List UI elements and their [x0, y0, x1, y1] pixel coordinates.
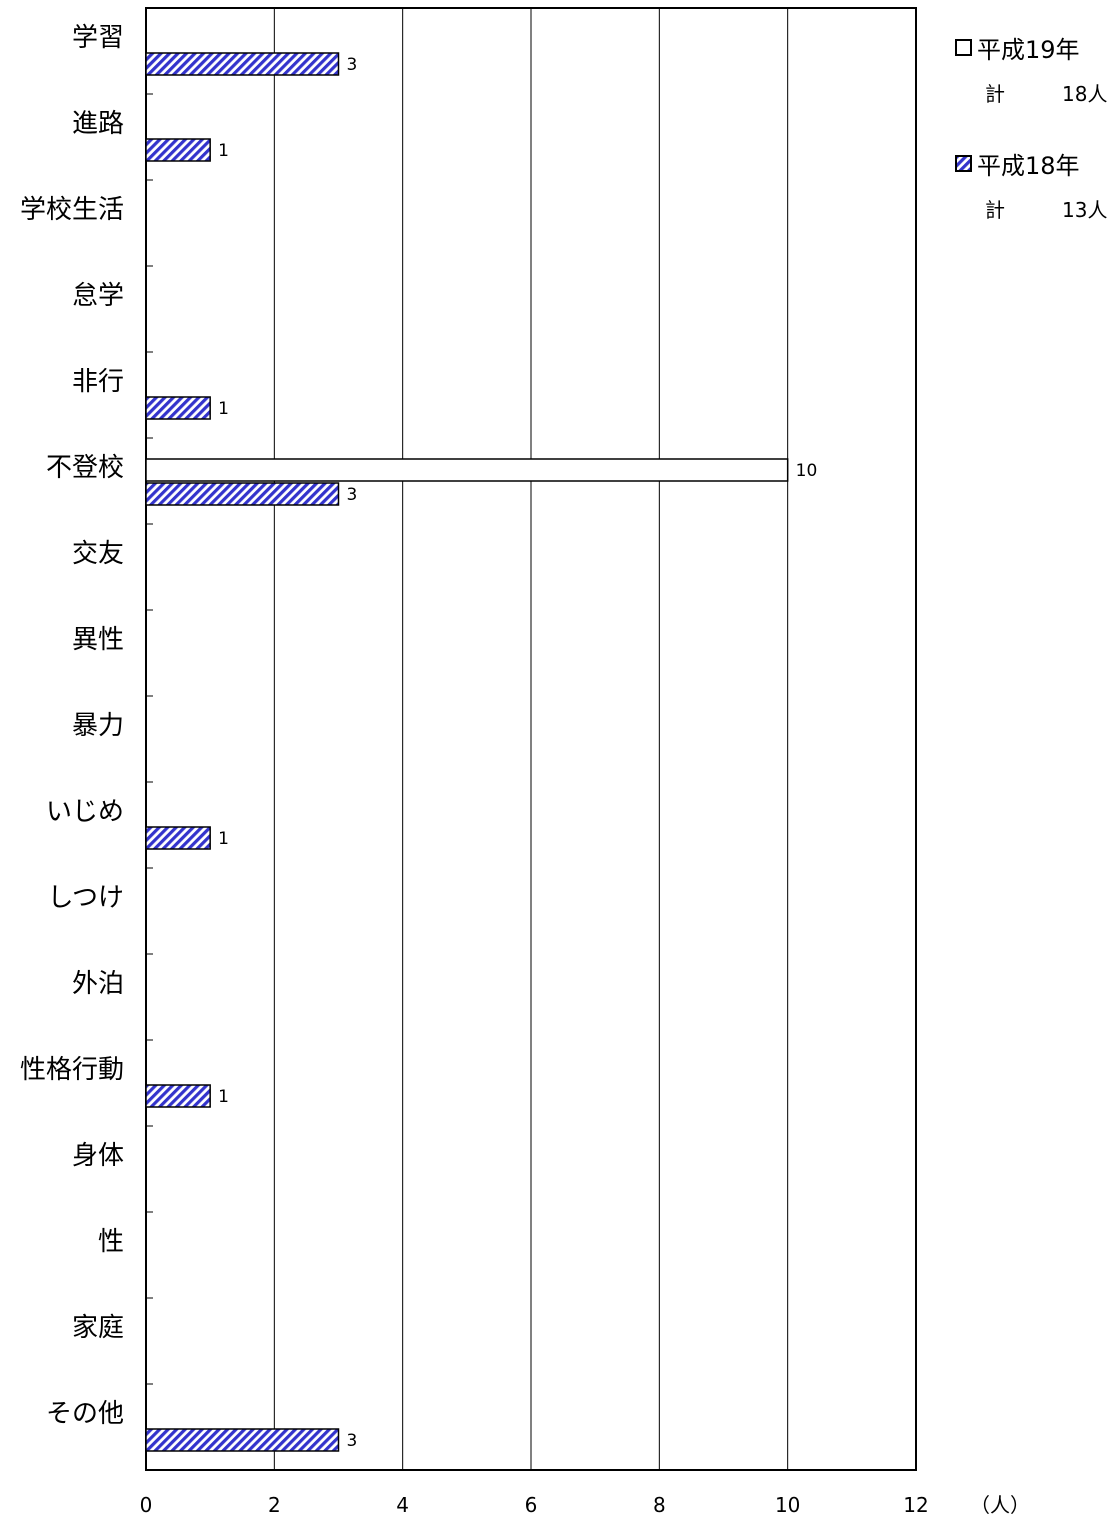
x-tick-label: 0 [140, 1493, 153, 1517]
category-label: 性 [98, 1227, 124, 1257]
category-label: 不登校 [46, 453, 124, 483]
data-label: 1 [218, 829, 229, 849]
plot-frame [145, 7, 917, 1471]
legend-total-value: 18人 [1062, 82, 1107, 106]
category-label: 非行 [72, 367, 124, 397]
category-label: その他 [46, 1399, 124, 1429]
legend-total-label: 計 [985, 198, 1005, 222]
bar-h18 [145, 826, 211, 850]
bar-h18 [145, 396, 211, 420]
bars [145, 52, 789, 1452]
category-label: 外泊 [72, 969, 124, 999]
x-tick-label: 12 [903, 1493, 928, 1517]
category-label: 進路 [72, 109, 124, 139]
legend-total-label: 計 [985, 82, 1005, 106]
category-label: 交友 [72, 539, 124, 569]
data-label: 10 [796, 461, 818, 481]
bar-h18 [145, 52, 340, 76]
grid [145, 7, 917, 1471]
bar-h19 [145, 458, 789, 482]
legend-series-name: 平成19年 [977, 36, 1080, 64]
x-tick-label: 10 [775, 1493, 800, 1517]
category-label: 性格行動 [20, 1055, 124, 1085]
x-tick-label: 2 [268, 1493, 281, 1517]
category-label: 異性 [72, 625, 124, 655]
data-label: 3 [347, 1431, 358, 1451]
legend-total-value: 13人 [1062, 198, 1107, 222]
bar-h18 [145, 1428, 340, 1452]
category-label: 怠学 [72, 281, 124, 311]
category-label: 家庭 [72, 1313, 124, 1343]
category-label: 学校生活 [20, 195, 124, 225]
bar-h18 [145, 1084, 211, 1108]
bar-h18 [145, 138, 211, 162]
data-label: 1 [218, 141, 229, 161]
data-label: 1 [218, 399, 229, 419]
category-label: いじめ [46, 797, 124, 827]
legend-swatch [955, 39, 972, 56]
category-label: 学習 [72, 23, 124, 53]
data-label: 3 [347, 55, 358, 75]
x-tick-label: 4 [396, 1493, 409, 1517]
category-label: 身体 [72, 1141, 124, 1171]
bar-h18 [145, 482, 340, 506]
data-label: 1 [218, 1087, 229, 1107]
data-label: 3 [347, 485, 358, 505]
x-tick-label: 8 [653, 1493, 666, 1517]
legend-swatch [955, 155, 972, 172]
x-tick-label: 6 [525, 1493, 538, 1517]
category-label: しつけ [48, 883, 124, 913]
category-label: 暴力 [72, 711, 124, 741]
x-unit-label: （人） [970, 1493, 1030, 1517]
legend-series-name: 平成18年 [977, 152, 1080, 180]
